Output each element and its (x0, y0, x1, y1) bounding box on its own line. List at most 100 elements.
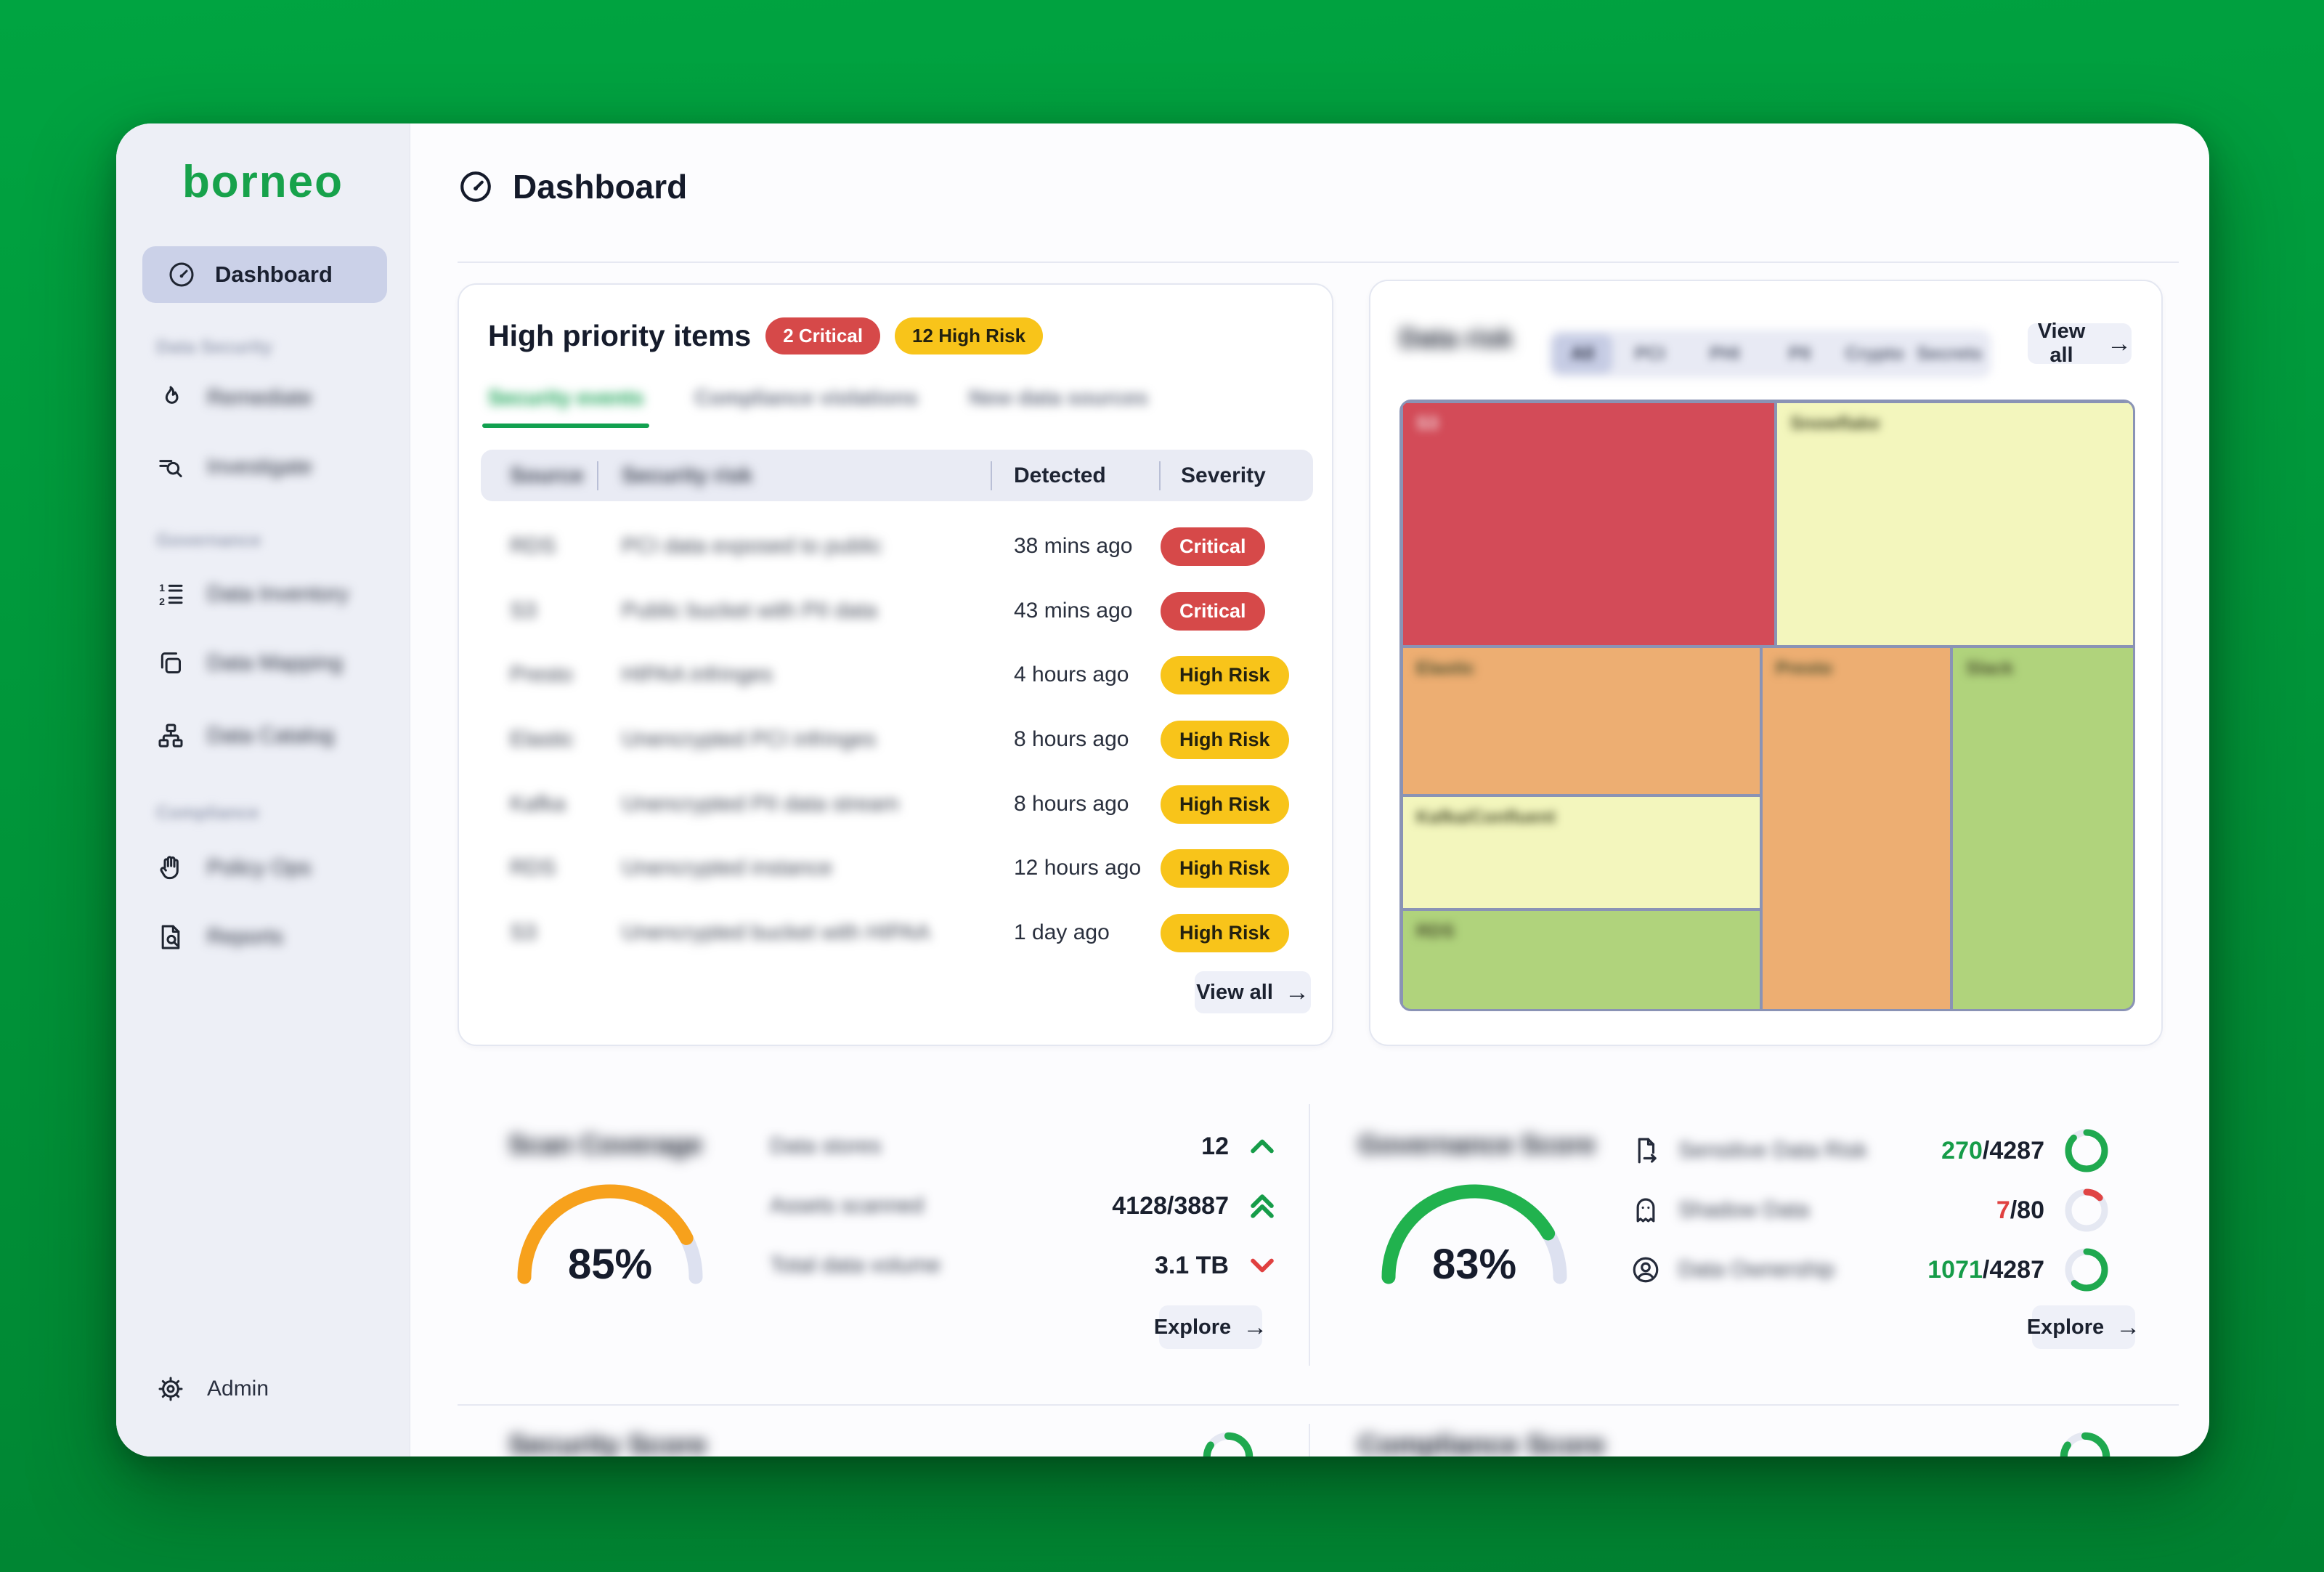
treemap-cell-presto[interactable]: Presto (1761, 647, 1951, 1009)
stat-label: Sensitive Data Risk (1678, 1138, 1868, 1162)
data-risk-filter-control: All PCI PHI PII Crypto Secrets (1548, 330, 1991, 378)
filter-pci[interactable]: PCI (1634, 343, 1665, 364)
cell-risk: Unencrypted PCI infringes (622, 727, 877, 751)
sidebar-item-admin[interactable]: Admin (156, 1374, 269, 1403)
section-divider (1309, 1424, 1310, 1456)
cell-source: Elastic (510, 727, 574, 751)
tab-bar: Security events Compliance violations Ne… (482, 386, 1148, 428)
view-all-button[interactable]: View all → (1195, 971, 1311, 1013)
stat-value: 12 (1201, 1132, 1229, 1160)
trend-up-icon (1246, 1130, 1278, 1162)
data-risk-card: Data risk All PCI PHI PII Crypto Secrets… (1369, 280, 2163, 1046)
column-security-risk: Security risk (622, 463, 753, 487)
cell-risk: Unencrypted instance (622, 856, 833, 880)
progress-ring (2063, 1247, 2110, 1293)
tab-security-events[interactable]: Security events (488, 386, 644, 410)
stat-sensitive-data-risk: Sensitive Data Risk 270/4287 (1630, 1127, 2110, 1174)
org-chart-icon (156, 721, 185, 750)
filter-all[interactable]: All (1553, 334, 1612, 373)
sidebar-item-label: Remediate (207, 386, 313, 410)
treemap-cell-snowflake[interactable]: Snowflake (1776, 402, 2133, 647)
cell-source: S3 (510, 599, 537, 623)
table-row[interactable]: RDS PCI data exposed to public 38 mins a… (481, 514, 1313, 578)
table-row[interactable]: S3 Public bucket with PII data 43 mins a… (481, 579, 1313, 643)
stat-label: Shadow Data (1678, 1198, 1810, 1222)
security-score-title: Security Score (508, 1430, 707, 1456)
explore-button[interactable]: Explore → (2027, 1305, 2140, 1349)
sidebar-item-reports[interactable]: Reports (156, 923, 283, 952)
sidebar-item-label: Policy Ops (207, 856, 312, 880)
table-row[interactable]: Presto HIPAA infringes 4 hours ago High … (481, 643, 1313, 707)
page-title: Dashboard (513, 168, 688, 206)
explore-label: Explore (1153, 1315, 1232, 1339)
cell-source: S3 (510, 920, 537, 944)
stat-value-rest: /4287 (1982, 1255, 2044, 1284)
search-list-icon (156, 453, 185, 482)
sidebar-section-governance: Governance (156, 530, 261, 551)
treemap-cell-label: Kafka/Confluent (1416, 807, 1556, 827)
cell-risk: Public bucket with PII data (622, 599, 877, 623)
compliance-score-title: Compliance Score (1358, 1430, 1606, 1456)
filter-crypto[interactable]: Crypto (1845, 343, 1904, 364)
governance-score-percent: 83% (1431, 1241, 1517, 1288)
high-risk-count-badge: 12 High Risk (895, 317, 1044, 354)
cell-source: RDS (510, 534, 556, 558)
stat-value-highlight: 7 (1996, 1196, 2010, 1224)
view-all-button[interactable]: View all → (2028, 320, 2132, 367)
sidebar-item-dashboard[interactable]: Dashboard (142, 246, 387, 303)
arrow-right-icon: → (1284, 979, 1309, 1006)
page-header: Dashboard (458, 167, 687, 206)
table-row[interactable]: Elastic Unencrypted PCI infringes 8 hour… (481, 708, 1313, 771)
treemap-cell-label: Slack (1966, 658, 2014, 678)
treemap-cell-label: S3 (1416, 413, 1439, 434)
copy-icon (156, 649, 185, 678)
table-row[interactable]: Kafka Unencrypted PII data stream 8 hour… (481, 772, 1313, 836)
filter-phi[interactable]: PHI (1709, 343, 1740, 364)
stat-total-data-volume: Total data volume 3.1 TB (770, 1249, 1278, 1281)
sidebar-item-remediate[interactable]: Remediate (156, 384, 312, 413)
section-divider (1309, 1104, 1310, 1366)
treemap-cell-s3[interactable]: S3 (1402, 402, 1776, 647)
filter-secrets[interactable]: Secrets (1917, 343, 1983, 364)
tab-compliance-violations[interactable]: Compliance violations (694, 386, 919, 410)
column-detected: Detected (1014, 463, 1106, 487)
cell-detected: 4 hours ago (1014, 663, 1129, 686)
person-circle-icon (1630, 1255, 1661, 1285)
governance-score-title: Governance Score (1358, 1130, 1596, 1159)
sidebar-item-label: Admin (207, 1377, 269, 1401)
stat-value-rest: /4287 (1982, 1136, 2044, 1164)
treemap-cell-label: Elastic (1416, 658, 1475, 678)
treemap-cell-slack[interactable]: Slack (1951, 647, 2133, 1009)
hand-icon (156, 854, 185, 883)
gauge-icon (458, 169, 494, 205)
stat-label: Assets scanned (770, 1194, 924, 1218)
sidebar-item-label: Dashboard (215, 262, 333, 287)
stat-assets-scanned: Assets scanned 4128/3887 (770, 1190, 1278, 1222)
sidebar-item-investigate[interactable]: Investigate (156, 453, 312, 482)
treemap-cell-rds[interactable]: RDS (1402, 909, 1761, 1009)
filter-pii[interactable]: PII (1788, 343, 1811, 364)
sidebar-item-label: Investigate (207, 455, 313, 479)
scan-coverage-gauge: 85% (512, 1177, 708, 1288)
sidebar-item-data-mapping[interactable]: Data Mapping (156, 649, 343, 678)
table-row[interactable]: RDS Unencrypted instance 12 hours ago Hi… (481, 836, 1313, 900)
table-row[interactable]: S3 Unencrypted bucket with HIPAA 1 day a… (481, 901, 1313, 965)
borneo-logo: borneo (182, 157, 344, 207)
treemap-cell-kafka-confluent[interactable]: Kafka/Confluent (1402, 795, 1761, 909)
sidebar-item-data-catalog[interactable]: Data Catalog (156, 721, 334, 750)
cell-risk: Unencrypted PII data stream (622, 792, 899, 816)
stat-label: Data Ownership (1678, 1257, 1835, 1281)
sidebar-item-policy-ops[interactable]: Policy Ops (156, 854, 311, 883)
view-all-label: View all (2037, 320, 2086, 367)
severity-badge: High Risk (1161, 785, 1289, 824)
stat-value-rest: /80 (2010, 1196, 2044, 1224)
trend-down-icon (1246, 1249, 1278, 1281)
treemap-cell-label: RDS (1416, 921, 1455, 941)
progress-ring (2063, 1187, 2110, 1233)
tab-new-data-sources[interactable]: New data sources (969, 386, 1148, 410)
explore-button[interactable]: Explore → (1154, 1305, 1267, 1349)
treemap-cell-elastic[interactable]: Elastic (1402, 647, 1761, 795)
sidebar-section-data-security: Data Security (156, 337, 272, 357)
